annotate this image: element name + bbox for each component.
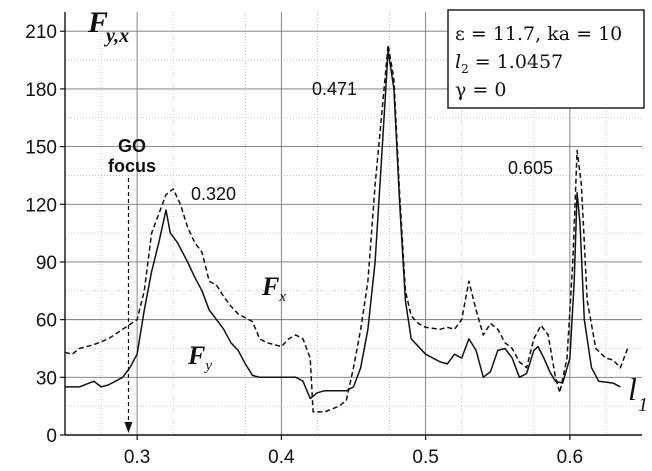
series-label-fx: Fx bbox=[261, 272, 286, 305]
peak-label-0471: 0.471 bbox=[312, 79, 357, 99]
series-label-fy-sub: y bbox=[203, 358, 212, 374]
info-l2: l2 = 1.0457 bbox=[455, 51, 563, 76]
axes bbox=[60, 12, 642, 440]
series-label-fx-main: F bbox=[261, 272, 279, 301]
y-axis-label-sub: y,x bbox=[104, 25, 129, 47]
tick-labels: 0 30 60 90 120 150 180 210 0.3 0.4 0.5 0.6 bbox=[25, 22, 583, 468]
info-eps-ka: ε = 11.7, ka = 10 bbox=[455, 23, 622, 45]
info-l2-value: = 1.0457 bbox=[469, 51, 563, 73]
x-axis-label-sub: 1 bbox=[638, 394, 648, 416]
y-tick-label-120: 120 bbox=[25, 195, 57, 216]
info-l2-symbol: l bbox=[455, 51, 461, 73]
y-tick-label-210: 210 bbox=[25, 22, 57, 43]
y-tick-label-30: 30 bbox=[36, 368, 57, 389]
x-tick-label-0.3: 0.3 bbox=[124, 447, 150, 468]
y-tick-label-180: 180 bbox=[25, 80, 57, 101]
go-focus-label-line1: GO bbox=[118, 136, 146, 156]
series-group bbox=[64, 43, 629, 413]
info-l2-sub: 2 bbox=[461, 62, 469, 76]
series-line-f-x bbox=[64, 43, 629, 413]
series-line-f-y bbox=[65, 49, 621, 400]
y-tick-label-0: 0 bbox=[46, 426, 57, 447]
x-tick-label-0.5: 0.5 bbox=[412, 447, 438, 468]
info-gamma: γ = 0 bbox=[455, 79, 506, 101]
x-axis-label-main: l bbox=[628, 371, 637, 407]
peak-label-0605: 0.605 bbox=[508, 158, 553, 178]
y-tick-label-150: 150 bbox=[25, 138, 57, 159]
x-tick-label-0.4: 0.4 bbox=[268, 447, 295, 468]
series-label-fx-sub: x bbox=[278, 289, 286, 305]
peak-label-0320: 0.320 bbox=[191, 184, 236, 204]
series-label-fy: Fy bbox=[187, 341, 212, 374]
info-box bbox=[447, 9, 645, 109]
y-tick-label-90: 90 bbox=[36, 253, 57, 274]
go-focus-label-line2: focus bbox=[108, 156, 156, 176]
go-focus-arrowhead bbox=[124, 422, 133, 433]
y-axis-label-main: F bbox=[87, 6, 108, 39]
series-label-fy-main: F bbox=[187, 341, 205, 370]
x-tick-label-0.6: 0.6 bbox=[557, 447, 583, 468]
y-tick-label-60: 60 bbox=[36, 311, 57, 332]
